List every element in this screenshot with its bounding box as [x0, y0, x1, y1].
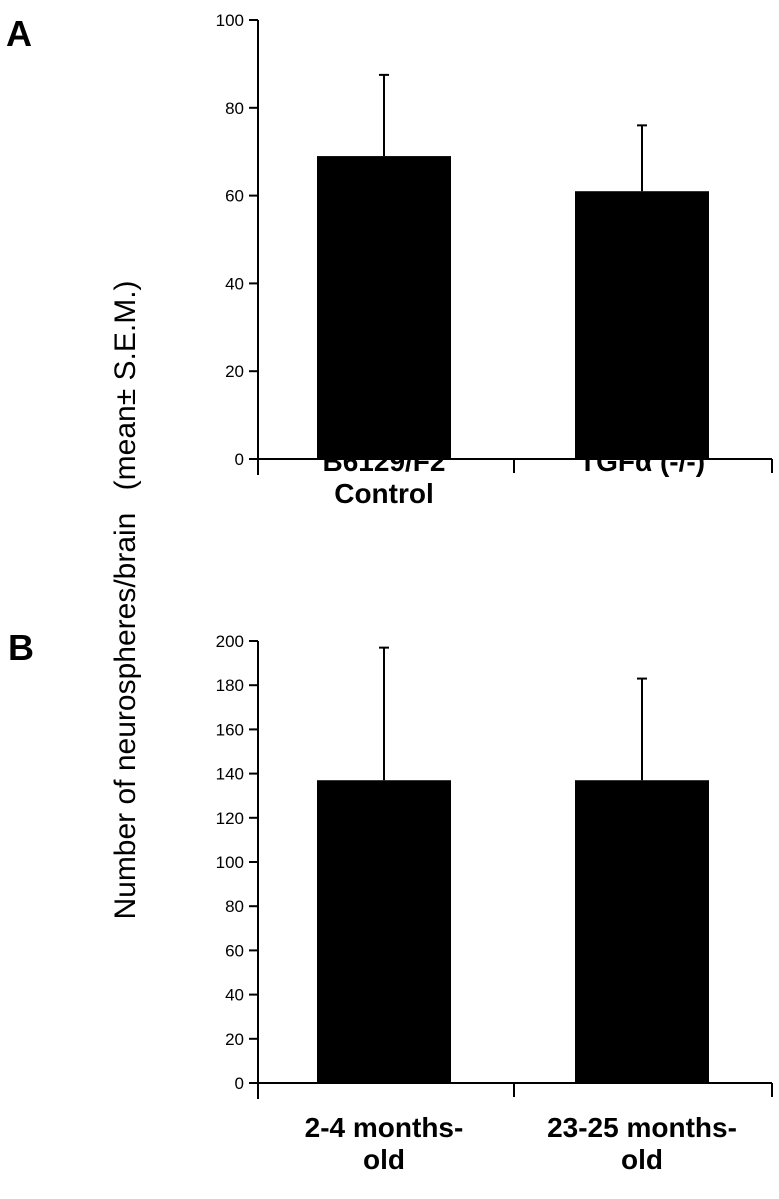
category-label-line: Control: [334, 478, 434, 509]
category-label: B6129/F2 Control: [323, 446, 446, 509]
y-tick-label: 100: [216, 11, 244, 30]
panel-a-label: A: [6, 13, 32, 54]
y-tick-label: 140: [216, 765, 244, 784]
bar: [575, 191, 709, 459]
bar: [317, 156, 451, 459]
y-tick-label: 120: [216, 809, 244, 828]
panel-a-chart: 0 20 40 60 80 100 B6129/F2 Control TGFα (-/-): [216, 11, 773, 509]
y-tick-label: 0: [235, 450, 244, 469]
y-tick-label: 0: [235, 1074, 244, 1093]
y-tick-label: 160: [216, 720, 244, 739]
y-tick-label: 80: [225, 99, 244, 118]
y-tick-label: 40: [225, 274, 244, 293]
category-label-line: old: [621, 1144, 663, 1175]
y-axis-label: Number of neurospheres/brain (mean± S.E.…: [109, 280, 142, 919]
y-tick-label: 180: [216, 676, 244, 695]
y-tick-label: 60: [225, 941, 244, 960]
category-label: TGFα (-/-): [579, 446, 705, 477]
panel-b-chart: 0 20 40 60 80 100 120 140 160 180 200 2-4 months-ol…: [216, 632, 773, 1175]
category-label: 2-4 months-old: [305, 1112, 464, 1175]
y-tick-label: 80: [225, 897, 244, 916]
category-label-line: 23-25 months-: [547, 1112, 737, 1143]
bar: [575, 780, 709, 1083]
y-tick-label: 60: [225, 187, 244, 206]
y-tick-label: 20: [225, 362, 244, 381]
category-label: 23-25 months-old: [547, 1112, 737, 1175]
category-label-line: TGFα (-/-): [579, 446, 705, 477]
y-tick-label: 40: [225, 986, 244, 1005]
y-axis-label-paren: (mean± S.E.M.): [109, 280, 142, 490]
category-label-line: B6129/F2: [323, 446, 446, 477]
y-tick-label: 200: [216, 632, 244, 651]
y-axis-label-main: Number of neurospheres/brain: [109, 513, 142, 920]
y-tick-label: 100: [216, 853, 244, 872]
y-tick-label: 20: [225, 1030, 244, 1049]
category-label-line: 2-4 months-: [305, 1112, 464, 1143]
bar: [317, 780, 451, 1083]
panel-b-label: B: [8, 627, 34, 668]
category-label-line: old: [363, 1144, 405, 1175]
